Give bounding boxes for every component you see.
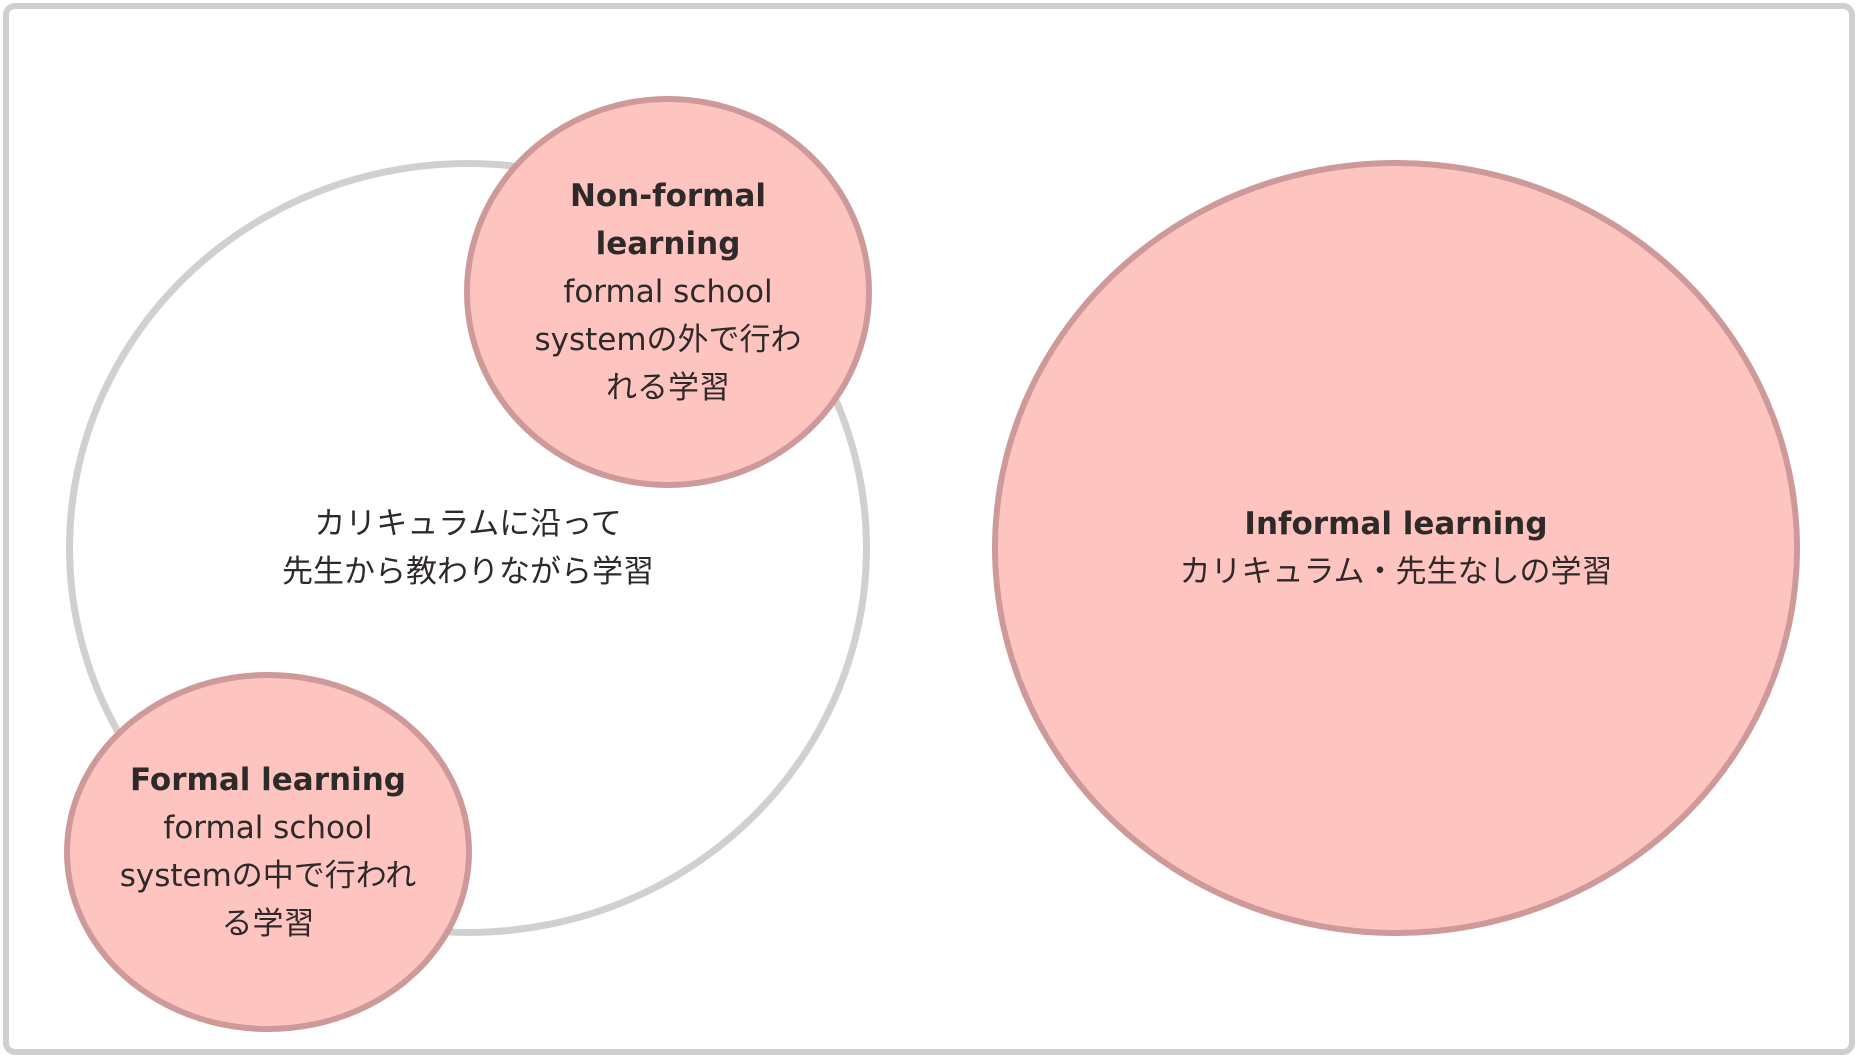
non-formal-learning-title: Non-formal learning xyxy=(569,178,767,262)
formal-learning-description: formal school systemの中で行われる学習 xyxy=(119,810,417,942)
informal-learning-bubble: Informal learning カリキュラム・先生なしの学習 xyxy=(992,160,1800,936)
classroom-label-line-1: カリキュラムに沿って xyxy=(314,506,622,542)
classroom-label: カリキュラムに沿って 先生から教わりながら学習 xyxy=(200,500,736,596)
formal-learning-text: Formal learning formal school systemの中で行… xyxy=(118,756,418,948)
formal-learning-title: Formal learning xyxy=(130,762,406,798)
classroom-label-line-2: 先生から教わりながら学習 xyxy=(282,554,654,590)
non-formal-learning-description: formal school systemの外で行われる学習 xyxy=(534,274,802,406)
non-formal-learning-bubble: Non-formal learning formal school system… xyxy=(464,96,872,488)
formal-learning-bubble: Formal learning formal school systemの中で行… xyxy=(64,672,472,1032)
informal-learning-description: カリキュラム・先生なしの学習 xyxy=(1179,554,1613,590)
informal-learning-title: Informal learning xyxy=(1244,506,1548,542)
non-formal-learning-text: Non-formal learning formal school system… xyxy=(528,172,808,412)
informal-learning-text: Informal learning カリキュラム・先生なしの学習 xyxy=(1146,500,1646,596)
